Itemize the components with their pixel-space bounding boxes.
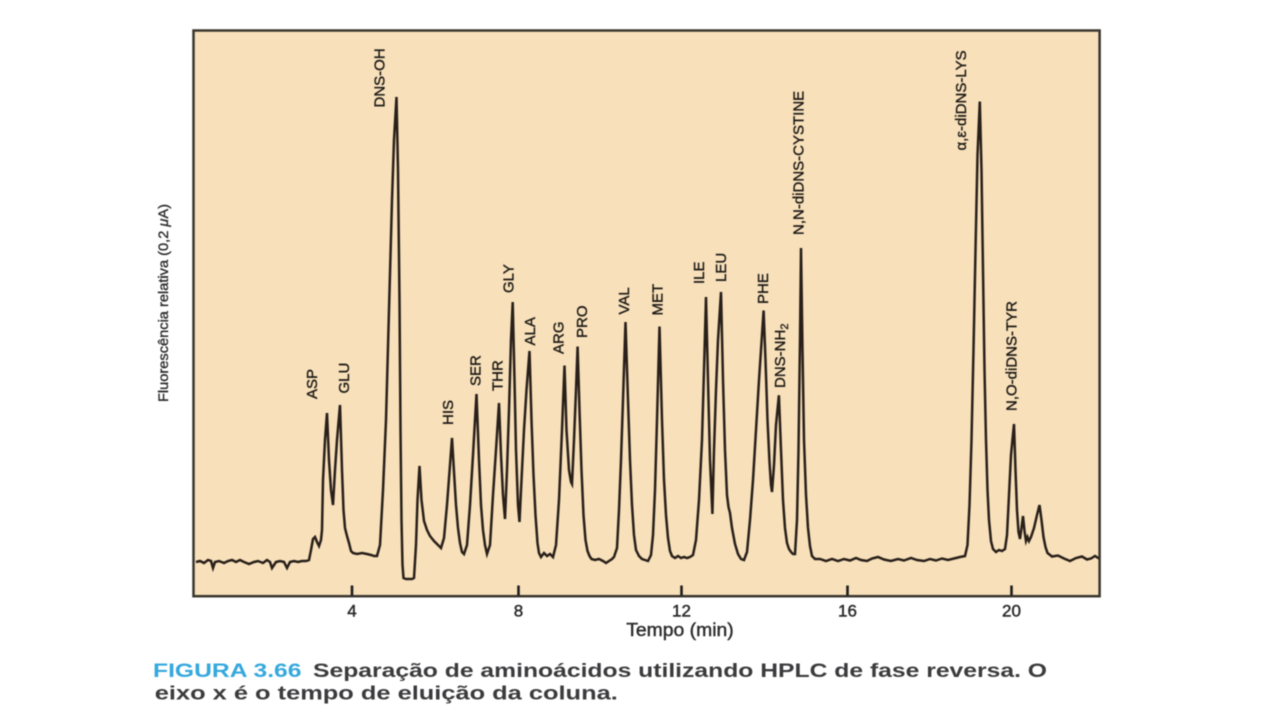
- svg-text:FIGURA 3.66: FIGURA 3.66: [153, 661, 302, 682]
- svg-text:12: 12: [672, 602, 691, 621]
- svg-text:20: 20: [1002, 602, 1021, 621]
- svg-text:Separação de aminoácidos utili: Separação de aminoácidos utilizando HPLC…: [313, 661, 1047, 682]
- svg-text:N,O-diDNS-TYR: N,O-diDNS-TYR: [1003, 301, 1020, 411]
- svg-text:DNS-OH: DNS-OH: [372, 48, 389, 107]
- svg-text:8: 8: [514, 602, 523, 621]
- svg-text:ARG: ARG: [551, 321, 568, 354]
- svg-text:N,N-diDNS-CYSTINE: N,N-diDNS-CYSTINE: [791, 91, 808, 235]
- svg-text:ILE: ILE: [691, 261, 708, 284]
- svg-text:GLY: GLY: [501, 264, 518, 293]
- svg-text:ASP: ASP: [304, 369, 321, 399]
- svg-text:Tempo (min): Tempo (min): [626, 620, 734, 640]
- svg-text:ALA: ALA: [522, 317, 539, 345]
- svg-text:16: 16: [838, 602, 857, 621]
- svg-text:4: 4: [347, 602, 356, 621]
- svg-text:THR: THR: [490, 360, 507, 391]
- svg-text:GLU: GLU: [336, 363, 353, 394]
- svg-text:PHE: PHE: [755, 273, 772, 304]
- svg-text:eixo x é o tempo de eluição da: eixo x é o tempo de eluição da coluna.: [155, 684, 618, 705]
- svg-text:PRO: PRO: [574, 305, 591, 338]
- svg-text:MET: MET: [650, 284, 667, 316]
- svg-text:DNS-NH2: DNS-NH2: [772, 324, 791, 388]
- svg-text:VAL: VAL: [616, 287, 633, 314]
- svg-text:HIS: HIS: [440, 400, 457, 425]
- svg-text:SER: SER: [468, 355, 485, 386]
- svg-text:α,ε-diDNS-LYS: α,ε-diDNS-LYS: [953, 50, 970, 150]
- svg-text:Fluorescência relativa (0,2 μA: Fluorescência relativa (0,2 μA): [156, 204, 171, 402]
- svg-text:LEU: LEU: [713, 253, 730, 282]
